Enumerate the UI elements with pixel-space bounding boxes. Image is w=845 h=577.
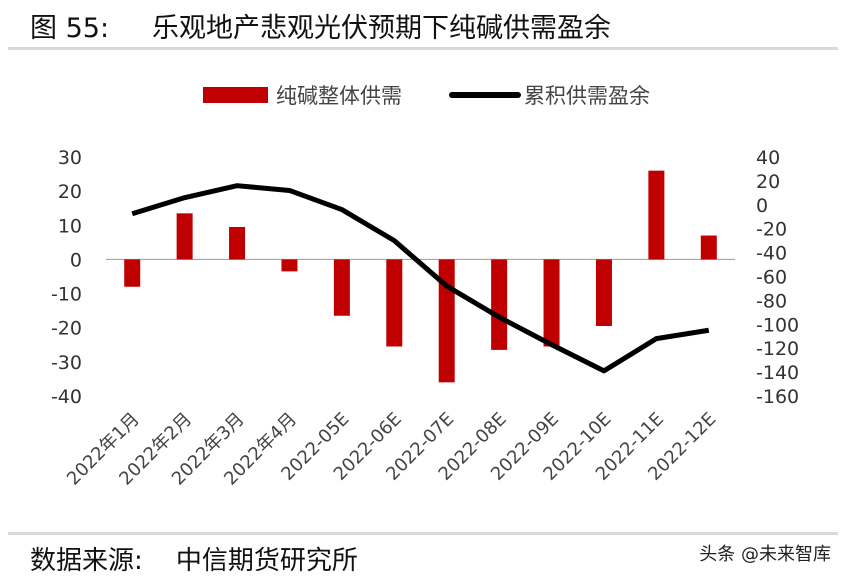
bar	[281, 259, 298, 272]
bar	[595, 259, 612, 327]
top-divider	[8, 47, 838, 50]
bar	[648, 170, 665, 260]
left-axis-tick: -30	[51, 352, 82, 374]
left-axis-tick: 30	[58, 147, 82, 169]
watermark: 头条 @未来智库	[699, 544, 831, 565]
right-axis-tick: 20	[756, 171, 780, 193]
source-note: 数据来源: 中信期货研究所	[30, 546, 358, 576]
left-axis-tick: 10	[58, 215, 82, 237]
bar	[124, 259, 141, 287]
right-axis-tick: -120	[756, 338, 799, 360]
right-axis-tick: 0	[756, 195, 768, 217]
bar	[438, 259, 455, 383]
left-axis-tick: 0	[70, 249, 82, 271]
left-axis-tick: -20	[51, 318, 82, 340]
right-axis-tick: -40	[756, 243, 787, 265]
bar	[176, 213, 193, 260]
figure-title: 图 55: 乐观地产悲观光伏预期下纯碱供需盈余	[30, 13, 611, 44]
bar	[333, 259, 350, 316]
bar	[700, 235, 717, 260]
right-axis-tick: -80	[756, 290, 787, 312]
left-axis-tick: -10	[51, 284, 82, 306]
left-axis-tick: 20	[58, 181, 82, 203]
right-axis-tick: 40	[756, 147, 780, 169]
right-axis-tick: -160	[756, 386, 799, 408]
bottom-divider	[8, 532, 838, 535]
right-axis-tick: -140	[756, 362, 799, 384]
right-axis-tick: -100	[756, 314, 799, 336]
bar	[229, 226, 246, 260]
right-axis-tick: -60	[756, 267, 787, 289]
legend-bar-swatch	[203, 87, 268, 103]
chart: 3020100-10-20-30-4040200-20-40-60-80-100…	[51, 84, 799, 489]
left-axis-tick: -40	[51, 386, 82, 408]
legend-line-label: 累积供需盈余	[524, 84, 650, 108]
legend-bar-label: 纯碱整体供需	[276, 84, 402, 108]
bar	[386, 259, 403, 347]
bar	[543, 259, 560, 347]
cumulative-line	[131, 183, 710, 374]
bar	[491, 259, 508, 350]
right-axis-tick: -20	[756, 219, 787, 241]
